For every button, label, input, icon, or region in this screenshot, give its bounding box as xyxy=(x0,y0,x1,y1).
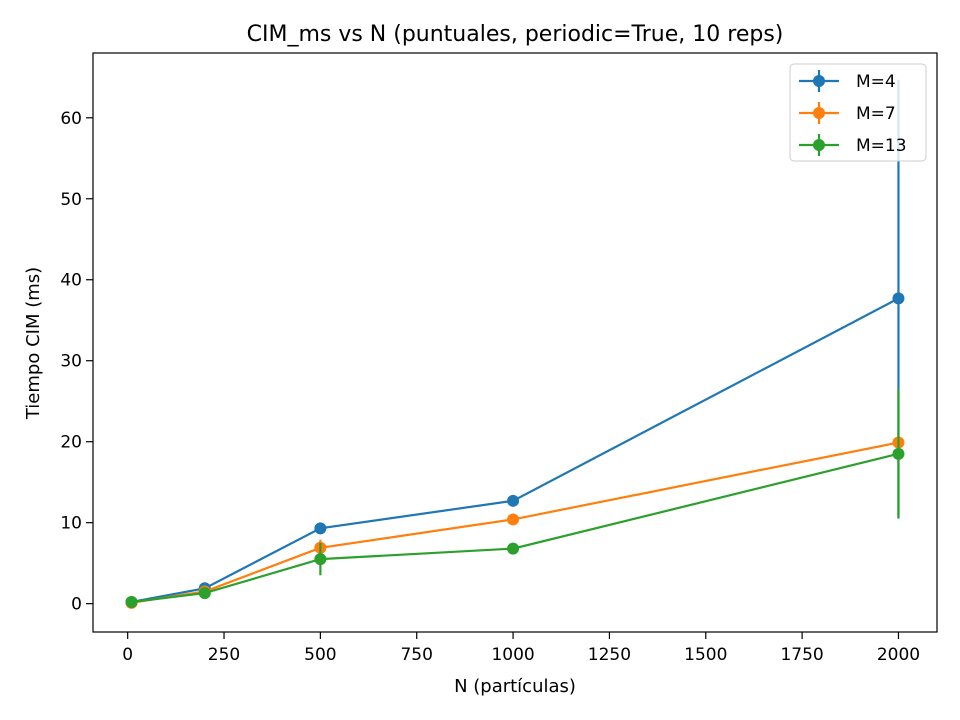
legend-marker xyxy=(813,107,825,119)
series-M=13 xyxy=(125,389,905,609)
legend-label: M=13 xyxy=(856,136,907,156)
legend-box xyxy=(789,63,927,162)
axes: 0 250 500 750 1000 1250 1500 1750 2000 0 10 20 30 40 5… xyxy=(60,109,920,665)
chart-title: CIM_ms vs N (puntuales, periodic=True, 1… xyxy=(247,22,784,47)
y-tick-label: 30 xyxy=(60,352,82,372)
data-point xyxy=(507,494,520,507)
y-tick-label: 10 xyxy=(60,514,82,534)
y-tick-label: 40 xyxy=(60,271,82,291)
x-tick-label: 1250 xyxy=(588,645,631,665)
series-layer xyxy=(125,79,905,609)
legend-item: M=7 xyxy=(799,102,896,124)
legend: M=4 M=7 M=13 xyxy=(789,63,927,162)
x-tick-label: 1500 xyxy=(684,645,727,665)
data-point xyxy=(507,513,520,526)
y-tick-label: 0 xyxy=(71,595,82,615)
y-tick-label: 60 xyxy=(60,109,82,129)
legend-marker xyxy=(813,139,825,151)
x-tick-label: 250 xyxy=(208,645,240,665)
data-point xyxy=(507,542,520,555)
y-tick-label: 20 xyxy=(60,433,82,453)
x-axis-label: N (partículas) xyxy=(454,676,576,697)
y-tick-label: 50 xyxy=(60,190,82,210)
data-point xyxy=(892,292,905,305)
x-tick-label: 500 xyxy=(304,645,336,665)
data-point xyxy=(198,587,211,600)
x-tick-label: 750 xyxy=(400,645,432,665)
legend-item: M=13 xyxy=(799,134,907,156)
data-point xyxy=(892,447,905,460)
data-point xyxy=(314,553,327,566)
x-tick-label: 1750 xyxy=(780,645,823,665)
data-point xyxy=(125,596,138,609)
x-tick-label: 2000 xyxy=(877,645,920,665)
legend-marker xyxy=(813,75,825,87)
legend-label: M=4 xyxy=(856,72,896,92)
plot-frame xyxy=(92,52,938,633)
legend-label: M=7 xyxy=(856,104,896,124)
data-point xyxy=(314,522,327,535)
x-tick-label: 0 xyxy=(122,645,133,665)
y-axis-label: Tiempo CIM (ms) xyxy=(23,267,44,420)
legend-item: M=4 xyxy=(799,70,896,92)
x-tick-label: 1000 xyxy=(491,645,534,665)
